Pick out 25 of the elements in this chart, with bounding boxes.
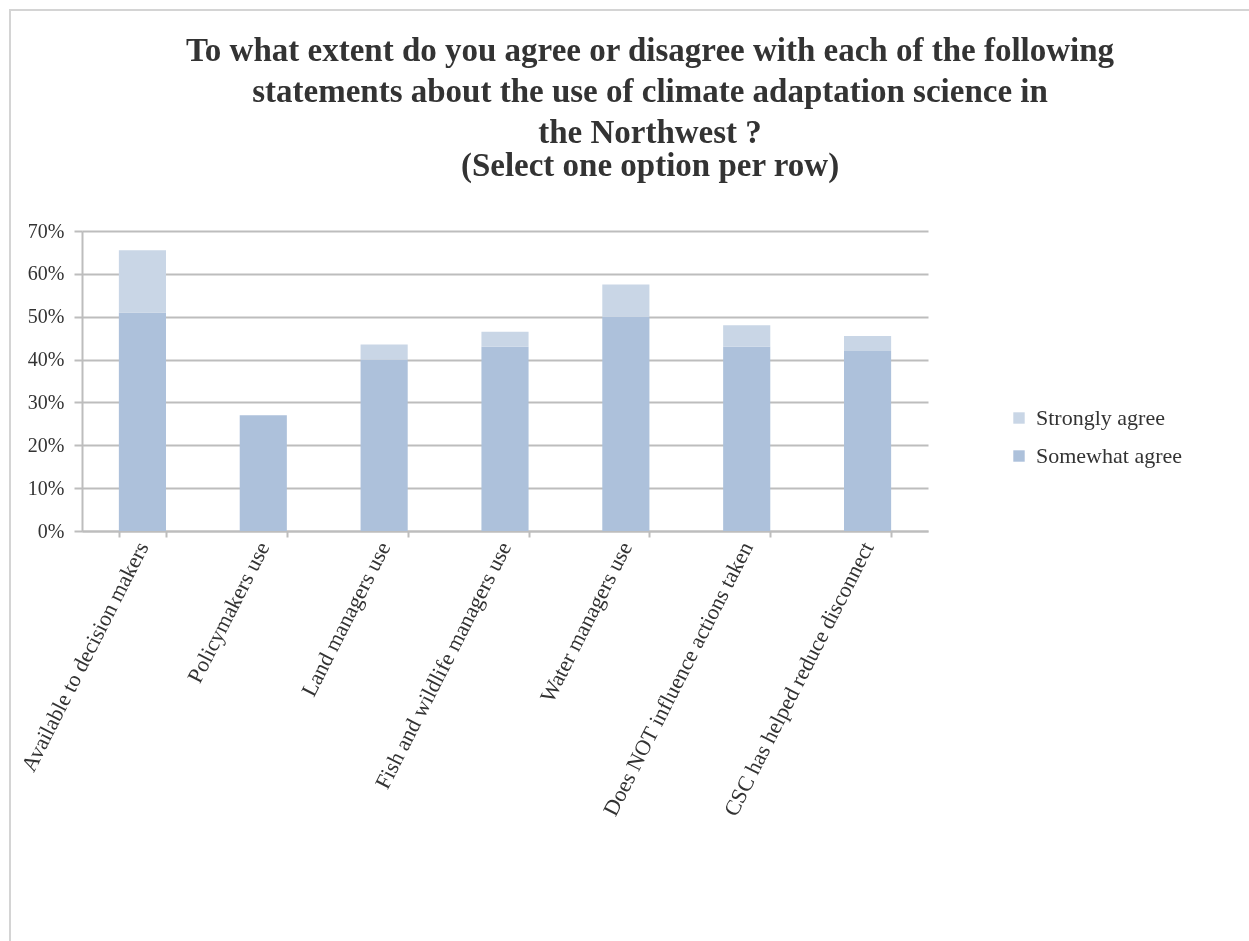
- bar: [723, 325, 771, 347]
- y-tick-label: 30%: [27, 390, 65, 413]
- y-tick-label: 60%: [27, 262, 65, 285]
- chart-title: To what extent do you agree or disagree with each of the following statements about the use of climate adaptation science in the Northwest ?: [185, 32, 1115, 150]
- bar: [360, 359, 408, 531]
- bar: [723, 346, 771, 531]
- legend-label: Somewhat agree: [1036, 443, 1182, 468]
- bar: [481, 331, 529, 347]
- y-tick-label: 50%: [27, 305, 65, 328]
- y-tick-label: 20%: [27, 433, 65, 456]
- y-tick-label: 40%: [27, 348, 65, 371]
- legend-label: Strongly agree: [1036, 405, 1165, 430]
- bar: [844, 336, 892, 351]
- bar: [602, 284, 650, 317]
- bar: [481, 346, 529, 531]
- bar: [602, 316, 650, 531]
- y-tick-label: 0%: [37, 519, 65, 542]
- bar: [360, 344, 408, 360]
- bar: [118, 312, 166, 531]
- chart-subtitle: (Select one option per row): [460, 147, 840, 184]
- y-tick-label: 10%: [27, 476, 65, 499]
- bar: [239, 415, 287, 531]
- bar: [844, 351, 892, 531]
- bar: [118, 250, 166, 313]
- y-tick-label: 70%: [27, 219, 65, 242]
